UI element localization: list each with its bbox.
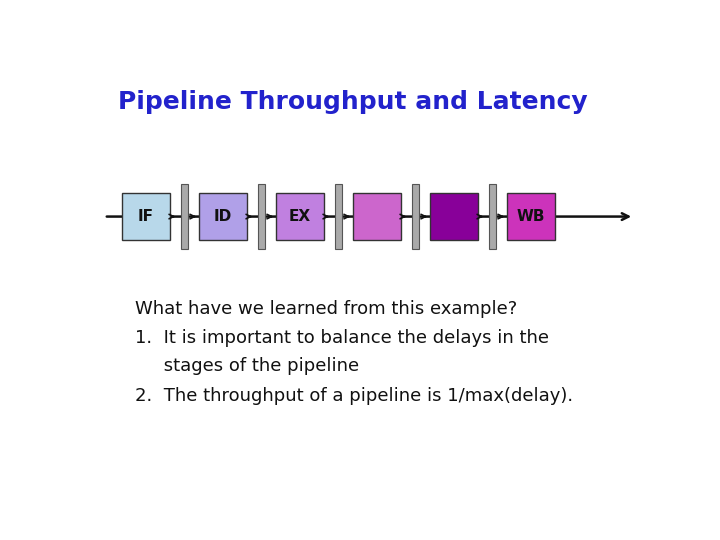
- Bar: [199, 193, 246, 240]
- Bar: [412, 184, 418, 249]
- Text: ID: ID: [214, 209, 232, 224]
- Bar: [507, 193, 554, 240]
- Text: 1.  It is important to balance the delays in the: 1. It is important to balance the delays…: [135, 329, 549, 347]
- Bar: [489, 184, 495, 249]
- Text: Pipeline Throughput and Latency: Pipeline Throughput and Latency: [118, 90, 588, 114]
- Text: 2.  The throughput of a pipeline is 1/max(delay).: 2. The throughput of a pipeline is 1/max…: [135, 387, 573, 405]
- Text: EX: EX: [289, 209, 311, 224]
- Bar: [276, 193, 323, 240]
- Text: IF: IF: [138, 209, 154, 224]
- Bar: [335, 184, 342, 249]
- Text: WB: WB: [516, 209, 545, 224]
- Bar: [353, 193, 400, 240]
- Text: stages of the pipeline: stages of the pipeline: [135, 357, 359, 375]
- Text: What have we learned from this example?: What have we learned from this example?: [135, 300, 517, 318]
- Bar: [122, 193, 169, 240]
- Bar: [430, 193, 477, 240]
- Bar: [181, 184, 188, 249]
- Bar: [258, 184, 265, 249]
